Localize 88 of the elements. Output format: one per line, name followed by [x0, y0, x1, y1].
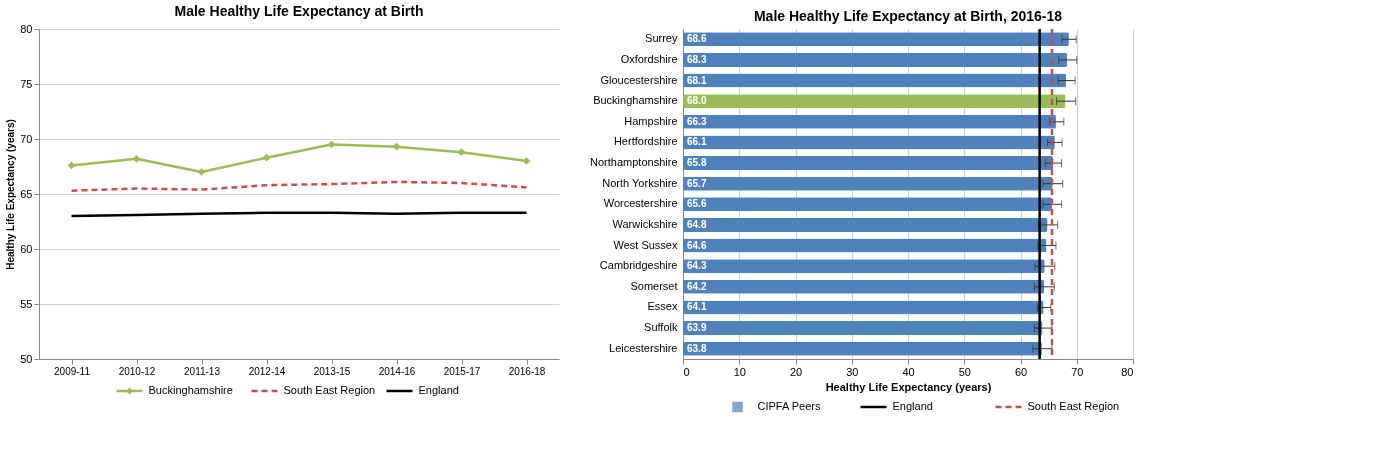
y-tick-label: Oxfordshire — [620, 52, 678, 65]
y-tick-label: Cambridgeshire — [599, 259, 678, 272]
x-tick-label: 2014-16 — [378, 365, 416, 377]
x-tick-label: 2016-18 — [508, 365, 546, 377]
bar — [683, 300, 1044, 315]
bar — [683, 321, 1043, 336]
y-axis-title: Healthy Life Expectancy (years) — [5, 119, 17, 270]
point — [392, 142, 401, 151]
y-tick-label: 65 — [20, 187, 33, 200]
y-tick-label: Warwickshire — [612, 217, 678, 230]
text: 66.1 — [687, 136, 707, 148]
bar — [683, 73, 1067, 88]
x-tick-label: 2013-15 — [313, 365, 351, 377]
text: 64.8 — [687, 218, 707, 230]
x-tick-label: 80 — [1121, 365, 1134, 378]
x-tick-label: 2012-14 — [248, 365, 286, 377]
bar — [683, 135, 1055, 150]
bar — [683, 217, 1048, 232]
line-series — [70, 180, 528, 192]
y-tick-label: Suffolk — [644, 321, 678, 334]
point — [522, 157, 531, 165]
bar — [683, 176, 1053, 191]
y-tick-label: Northamptonshire — [590, 156, 678, 169]
bar — [683, 52, 1068, 67]
point — [457, 148, 466, 157]
y-tick-label: Buckinghamshire — [593, 94, 678, 107]
y-tick-label: Hampshire — [624, 114, 678, 127]
text: 65.6 — [687, 198, 707, 210]
text: 66.3 — [687, 115, 707, 127]
x-tick-label: 2015-17 — [443, 365, 481, 377]
y-tick-label: Gloucestershire — [600, 73, 678, 86]
text: 64.6 — [687, 239, 707, 251]
legend-label: England — [418, 384, 459, 396]
y-tick-label: West Sussex — [613, 238, 678, 251]
bar — [683, 94, 1066, 109]
chart-title: Male Healthy Life Expectancy at Birth — [174, 3, 424, 19]
text: 63.9 — [687, 322, 707, 334]
y-tick-label: North Yorkshire — [602, 176, 678, 189]
bar — [683, 197, 1052, 212]
y-tick-label: Worcestershire — [603, 197, 678, 210]
legend-label: Buckinghamshire — [148, 384, 233, 396]
text: 68.3 — [687, 53, 707, 65]
legend-label: England — [892, 400, 933, 412]
text: 64.3 — [687, 260, 707, 272]
x-tick-label: 30 — [846, 365, 859, 378]
text: 65.8 — [687, 157, 707, 169]
text: 64.2 — [687, 280, 707, 292]
text: 63.8 — [687, 342, 707, 354]
bar — [683, 114, 1056, 129]
legend-label: South East Region — [283, 384, 376, 396]
text: 68.1 — [687, 74, 707, 86]
bar — [683, 156, 1054, 171]
point — [262, 153, 271, 162]
x-tick-label: 10 — [733, 365, 746, 378]
y-tick-label: 55 — [20, 297, 33, 310]
x-tick-label: 20 — [789, 365, 803, 378]
legend-label: South East Region — [1027, 400, 1120, 412]
y-tick-label: Surrey — [645, 32, 678, 45]
y-tick-label: 60 — [20, 242, 33, 255]
x-tick-label: 2009-11 — [54, 365, 91, 377]
y-tick-label: Leicestershire — [609, 341, 678, 354]
y-tick-label: Hertfordshire — [613, 135, 678, 148]
y-tick-label: 75 — [20, 77, 33, 90]
x-axis-title: Healthy Life Expectancy (years) — [825, 380, 992, 393]
chart-title: Male Healthy Life Expectancy at Birth, 2016-18 — [753, 7, 1063, 24]
bar — [683, 279, 1045, 294]
x-tick-label: 40 — [902, 365, 915, 378]
x-tick-label: 50 — [958, 365, 971, 378]
x-tick-label: 70 — [1071, 365, 1084, 378]
text: 68.6 — [687, 33, 707, 45]
point — [197, 168, 206, 176]
y-tick-label: 70 — [20, 132, 33, 145]
y-tick-label: 50 — [20, 352, 33, 365]
text: 65.7 — [687, 177, 707, 189]
y-tick-label: 80 — [20, 22, 33, 35]
legend-label: CIPFA Peers — [757, 400, 821, 412]
bar — [683, 259, 1045, 274]
y-tick-label: Somerset — [630, 279, 678, 292]
bar — [683, 32, 1069, 47]
text: 64.1 — [687, 301, 707, 313]
y-tick-label: Essex — [647, 300, 678, 313]
bar — [683, 238, 1047, 253]
x-tick-label: 0 — [683, 365, 690, 378]
x-tick-label: 2011-13 — [184, 365, 221, 377]
point — [132, 154, 141, 163]
x-tick-label: 60 — [1014, 365, 1028, 378]
text: 68.0 — [687, 95, 707, 107]
x-tick-label: 2010-12 — [118, 365, 156, 377]
